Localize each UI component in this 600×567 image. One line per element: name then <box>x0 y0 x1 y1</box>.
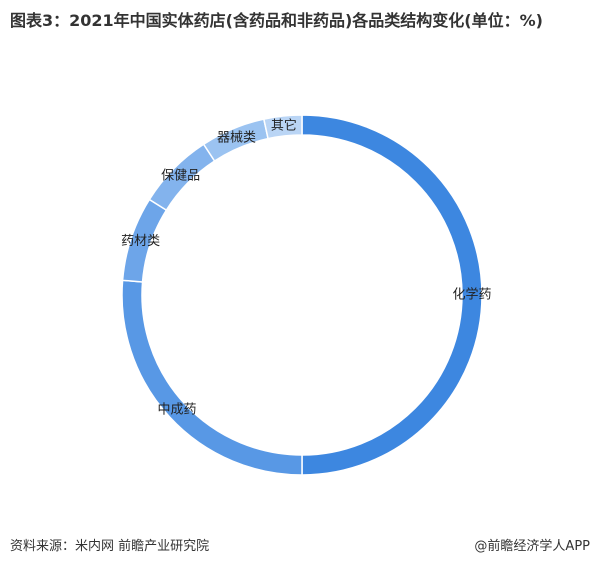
donut-segment <box>121 279 303 476</box>
segment-label: 化学药 <box>452 287 491 303</box>
segment-label: 保健品 <box>161 168 200 183</box>
source: 资料来源：米内网 前瞻产业研究院 <box>10 539 210 554</box>
segment-label: 药材类 <box>121 234 160 249</box>
segment-label: 其它 <box>271 117 297 133</box>
brand: @前瞻经济学人APP <box>474 539 590 554</box>
segment-label: 中成药 <box>157 403 196 418</box>
donut-segment <box>262 114 303 140</box>
chart-title: 图表3：2021年中国实体药店(含药品和非药品)各品类结构变化(单位：%) <box>10 11 543 30</box>
segment-label: 器械类 <box>217 131 256 146</box>
